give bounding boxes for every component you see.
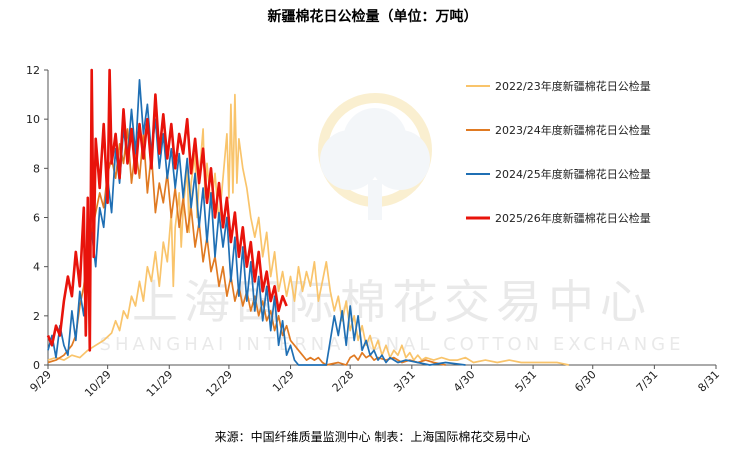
series-line-4 bbox=[46, 68, 288, 352]
series-line-2 bbox=[47, 128, 446, 366]
y-tick-label: 8 bbox=[33, 162, 40, 175]
watermark-text-cn: 上海国际棉花交易中心 bbox=[132, 275, 652, 329]
y-tick-label: 2 bbox=[33, 310, 40, 323]
y-tick-label: 0 bbox=[33, 359, 40, 372]
x-tick-label: 11/29 bbox=[144, 368, 176, 400]
x-tick-label: 4/30 bbox=[451, 368, 478, 395]
x-tick-label: 2/28 bbox=[330, 368, 357, 395]
y-tick-label: 12 bbox=[26, 64, 40, 77]
x-tick-label: 1/29 bbox=[270, 368, 297, 395]
y-tick-label: 4 bbox=[33, 261, 40, 274]
y-tick-label: 10 bbox=[26, 113, 40, 126]
watermark-logo-ring bbox=[318, 93, 432, 207]
legend-label-1: 2022/23年度新疆棉花日公检量 bbox=[495, 79, 651, 93]
watermark-logo-stem bbox=[368, 180, 382, 220]
source-note: 来源：中国纤维质量监测中心 制表：上海国际棉花交易中心 bbox=[214, 430, 531, 444]
watermark-logo-boll-right bbox=[370, 130, 430, 190]
series-line-3 bbox=[47, 78, 466, 366]
x-tick-label: 3/31 bbox=[391, 368, 418, 395]
legend-label-3: 2024/25年度新疆棉花日公检量 bbox=[495, 167, 651, 181]
x-tick-label: 10/29 bbox=[82, 368, 114, 400]
watermark: 上海国际棉花交易中心 SHANGHAI INTERNATIONAL COTTON … bbox=[100, 93, 685, 355]
x-tick-label: 7/31 bbox=[634, 368, 661, 395]
x-tick-label: 5/31 bbox=[513, 368, 540, 395]
x-tick-label: 8/31 bbox=[695, 368, 722, 395]
watermark-logo-boll-left bbox=[320, 130, 380, 190]
y-tick-label: 6 bbox=[33, 212, 40, 225]
watermark-text-en: SHANGHAI INTERNATIONAL COTTON EXCHANGE bbox=[100, 334, 685, 355]
chart-legend: 2022/23年度新疆棉花日公检量 2023/24年度新疆棉花日公检量 2024/2… bbox=[466, 79, 651, 225]
watermark-logo-boll-top bbox=[343, 108, 407, 172]
series-line-1 bbox=[47, 93, 570, 366]
legend-label-2: 2023/24年度新疆棉花日公检量 bbox=[495, 123, 651, 137]
watermark-logo bbox=[318, 93, 432, 220]
x-tick-label: 9/29 bbox=[27, 368, 54, 395]
x-tick-label: 6/30 bbox=[572, 368, 599, 395]
chart-title: 新疆棉花日公检量（单位：万吨） bbox=[267, 9, 478, 25]
chart-series bbox=[46, 68, 570, 366]
x-tick-label: 12/29 bbox=[203, 368, 235, 400]
legend-label-4: 2025/26年度新疆棉花日公检量 bbox=[495, 211, 651, 225]
